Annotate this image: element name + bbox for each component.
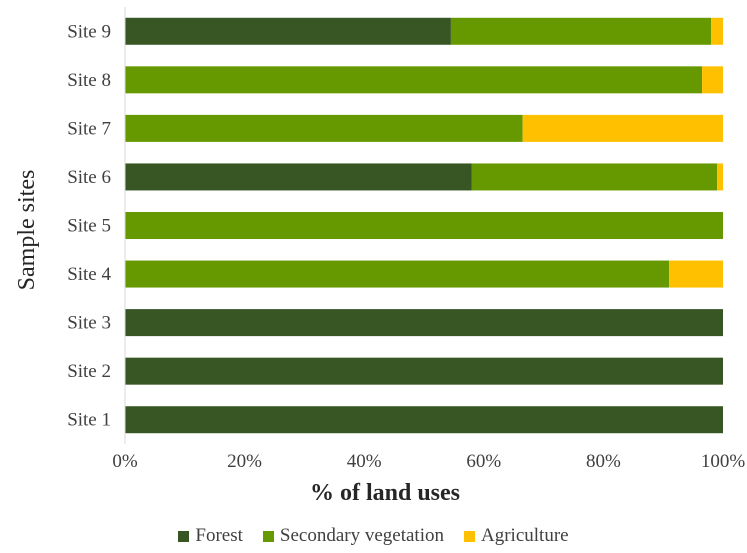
x-tick-label: 100%: [701, 451, 746, 472]
bar-site-4-secondary-vegetation: [125, 260, 670, 288]
legend-item: Agriculture: [464, 525, 569, 547]
y-tick-label: Site 3: [67, 313, 111, 334]
bar-site-1-forest: [125, 406, 723, 434]
y-tick-label: Site 9: [67, 21, 111, 42]
bar-site-6-agriculture: [717, 163, 723, 191]
y-axis-title: Sample sites: [14, 170, 40, 291]
legend-item: Forest: [178, 525, 243, 547]
legend-swatch: [178, 530, 190, 542]
bar-site-4-agriculture: [669, 260, 723, 288]
bar-site-9-secondary-vegetation: [450, 17, 712, 45]
y-tick-label: Site 7: [67, 118, 111, 139]
x-tick-label: 40%: [347, 451, 382, 472]
bar-site-7-agriculture: [522, 114, 723, 142]
bars-group: [125, 17, 723, 434]
bar-site-9-forest: [125, 17, 451, 45]
y-tick-label: Site 2: [67, 361, 111, 382]
x-tick-label: 60%: [466, 451, 501, 472]
legend-swatch: [262, 530, 274, 542]
bar-site-5-secondary-vegetation: [125, 212, 723, 239]
bar-site-3-forest: [125, 309, 723, 337]
x-tick-label: 0%: [112, 451, 138, 472]
x-tick-label: 80%: [586, 451, 621, 472]
bar-site-8-agriculture: [702, 66, 723, 94]
y-tick-label: Site 4: [67, 264, 111, 285]
x-tick-labels: 0% 20% 40% 60% 80% 100%: [112, 451, 745, 472]
y-tick-label: Site 8: [67, 70, 111, 91]
legend-swatch: [464, 530, 475, 542]
bar-site-6-forest: [125, 163, 472, 191]
x-tick-label: 20%: [227, 451, 262, 472]
bar-site-7-secondary-vegetation: [125, 114, 523, 142]
y-tick-labels: Site 1 Site 2 Site 3 Site 4 Site 5 Site 6 Site…: [67, 21, 111, 430]
bar-site-6-secondary-vegetation: [471, 163, 718, 191]
y-tick-label: Site 5: [67, 216, 111, 237]
legend-item: Secondary vegetation: [262, 525, 444, 547]
y-tick-label: Site 6: [67, 167, 111, 188]
bar-site-9-agriculture: [711, 17, 723, 45]
legend-label: Secondary vegetation: [279, 525, 444, 546]
y-tick-label: Site 1: [67, 410, 111, 431]
bar-site-2-forest: [125, 357, 723, 385]
legend-label: Agriculture: [481, 525, 569, 546]
legend: Forest Secondary vegetation Agriculture: [0, 525, 747, 547]
x-axis-title: % of land uses: [310, 480, 460, 506]
bar-site-8-secondary-vegetation: [125, 66, 703, 94]
legend-label: Forest: [195, 525, 243, 546]
